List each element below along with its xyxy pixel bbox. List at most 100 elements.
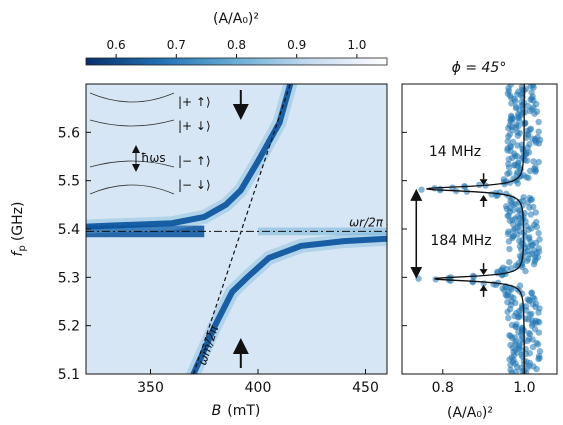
linecut-point xyxy=(532,300,540,307)
linecut-point xyxy=(520,171,527,179)
linecut-point xyxy=(509,138,517,146)
heatmap-y-ticks: 5.1 5.2 5.3 5.4 5.5 5.6 xyxy=(58,125,91,383)
linecut-point xyxy=(528,310,535,318)
linecut-point xyxy=(525,330,533,337)
linecut-x-tick-label: 0.8 xyxy=(432,380,454,396)
linecut-point xyxy=(518,84,526,90)
colorbar-tick-label: 0.6 xyxy=(107,38,126,52)
linecut-point xyxy=(527,211,535,218)
linecut-point xyxy=(521,119,529,126)
linecut-point xyxy=(515,206,522,213)
x-label-unit: (mT) xyxy=(227,403,260,419)
y-tick-label: 5.5 xyxy=(58,174,80,190)
linecut-point xyxy=(506,245,513,253)
small-gap-label: 14 MHz xyxy=(429,144,481,160)
y-tick-label: 5.1 xyxy=(58,367,80,383)
y-label-subscript: p xyxy=(17,245,28,251)
linecut-point xyxy=(506,169,513,177)
linecut-x-ticks: 0.8 1.0 xyxy=(432,369,536,396)
colorbar-tick-label: 0.8 xyxy=(227,38,246,52)
linecut-point xyxy=(525,149,533,156)
upper-branch xyxy=(86,84,294,230)
resonator-line-label: ωr/2π xyxy=(349,215,384,229)
linecut-fit-curve xyxy=(426,84,525,374)
linecut-point xyxy=(532,163,539,171)
colorbar-label: (A/A₀)² xyxy=(213,11,259,27)
linecut-point xyxy=(528,89,535,96)
linecut-point xyxy=(505,160,512,168)
linecut-point xyxy=(522,345,529,353)
linecut-point xyxy=(518,98,525,106)
linecut-y-ticks xyxy=(402,131,407,375)
colorbar: (A/A₀)² 0.6 0.7 0.8 0.9 1.0 xyxy=(85,11,388,66)
lower-branch xyxy=(190,235,387,374)
linecut-point xyxy=(505,258,513,266)
linecut-point xyxy=(530,247,538,254)
linecut-point xyxy=(535,229,542,237)
linecut-point xyxy=(418,186,425,193)
linecut-point xyxy=(520,194,527,201)
linecut-point xyxy=(507,84,514,88)
linecut-point xyxy=(507,366,514,374)
splitting-label: ħωs xyxy=(141,151,166,165)
y-tick-label: 5.3 xyxy=(58,270,80,286)
linecut-point xyxy=(535,158,542,166)
y-label-unit: (GHz) xyxy=(10,202,26,242)
energy-level-label: |− ↑⟩ xyxy=(178,154,211,168)
linecut-content xyxy=(410,84,544,374)
linecut-x-tick-label: 1.0 xyxy=(513,380,535,396)
linecut-point xyxy=(524,296,531,303)
heatmap-x-label: B (mT) xyxy=(212,403,261,419)
linecut-point xyxy=(526,350,534,357)
heatmap-y-label: fp (GHz) xyxy=(10,202,28,257)
x-tick-label: 450 xyxy=(352,380,379,396)
energy-level-label: |+ ↓⟩ xyxy=(178,119,211,133)
y-tick-label: 5.6 xyxy=(58,125,80,141)
energy-level-curve xyxy=(89,184,175,195)
linecut-point xyxy=(507,341,514,349)
linecut-x-label: (A/A₀)² xyxy=(447,405,493,421)
linecut-point xyxy=(513,103,520,110)
linecut-title: ϕ = 45° xyxy=(452,60,507,76)
colorbar-tick-label: 0.9 xyxy=(287,38,306,52)
dip-arrow xyxy=(479,194,488,201)
linecut-point xyxy=(504,138,511,145)
colorbar-ticks: 0.6 0.7 0.8 0.9 1.0 xyxy=(107,38,366,58)
linecut-point xyxy=(476,181,483,189)
linecut-point xyxy=(415,275,422,282)
linecut-point xyxy=(533,108,541,115)
magnon-line xyxy=(192,84,291,374)
y-tick-label: 5.2 xyxy=(58,319,80,335)
colorbar-tick-label: 0.7 xyxy=(167,38,186,52)
linecut-point xyxy=(505,314,512,322)
linecut-point xyxy=(528,135,536,142)
dip-arrow xyxy=(479,284,488,291)
y-tick-label: 5.4 xyxy=(58,222,80,238)
linecut-point xyxy=(513,321,520,328)
linecut-point xyxy=(525,335,533,342)
linecut-point xyxy=(535,118,542,126)
energy-level-curve xyxy=(89,160,175,168)
linecut-point xyxy=(534,133,541,141)
linecut-point xyxy=(535,128,542,135)
linecut-point xyxy=(436,185,444,193)
linecut-point xyxy=(536,236,543,243)
dip-arrow xyxy=(479,179,488,186)
linecut-point xyxy=(514,129,521,136)
linecut-point xyxy=(529,343,537,351)
linecut-point xyxy=(506,332,513,339)
linecut-point xyxy=(530,158,537,165)
linecut-point xyxy=(535,352,543,360)
linecut-point xyxy=(502,203,510,210)
heatmap-x-ticks: 350 400 450 xyxy=(137,369,379,396)
linecut-point xyxy=(519,302,526,309)
linecut-point xyxy=(535,245,542,252)
linecut-point xyxy=(529,84,537,89)
y-label-symbol: f xyxy=(10,249,26,256)
linecut-point xyxy=(505,228,512,235)
linecut-point xyxy=(508,265,515,272)
linecut-point xyxy=(530,203,537,211)
